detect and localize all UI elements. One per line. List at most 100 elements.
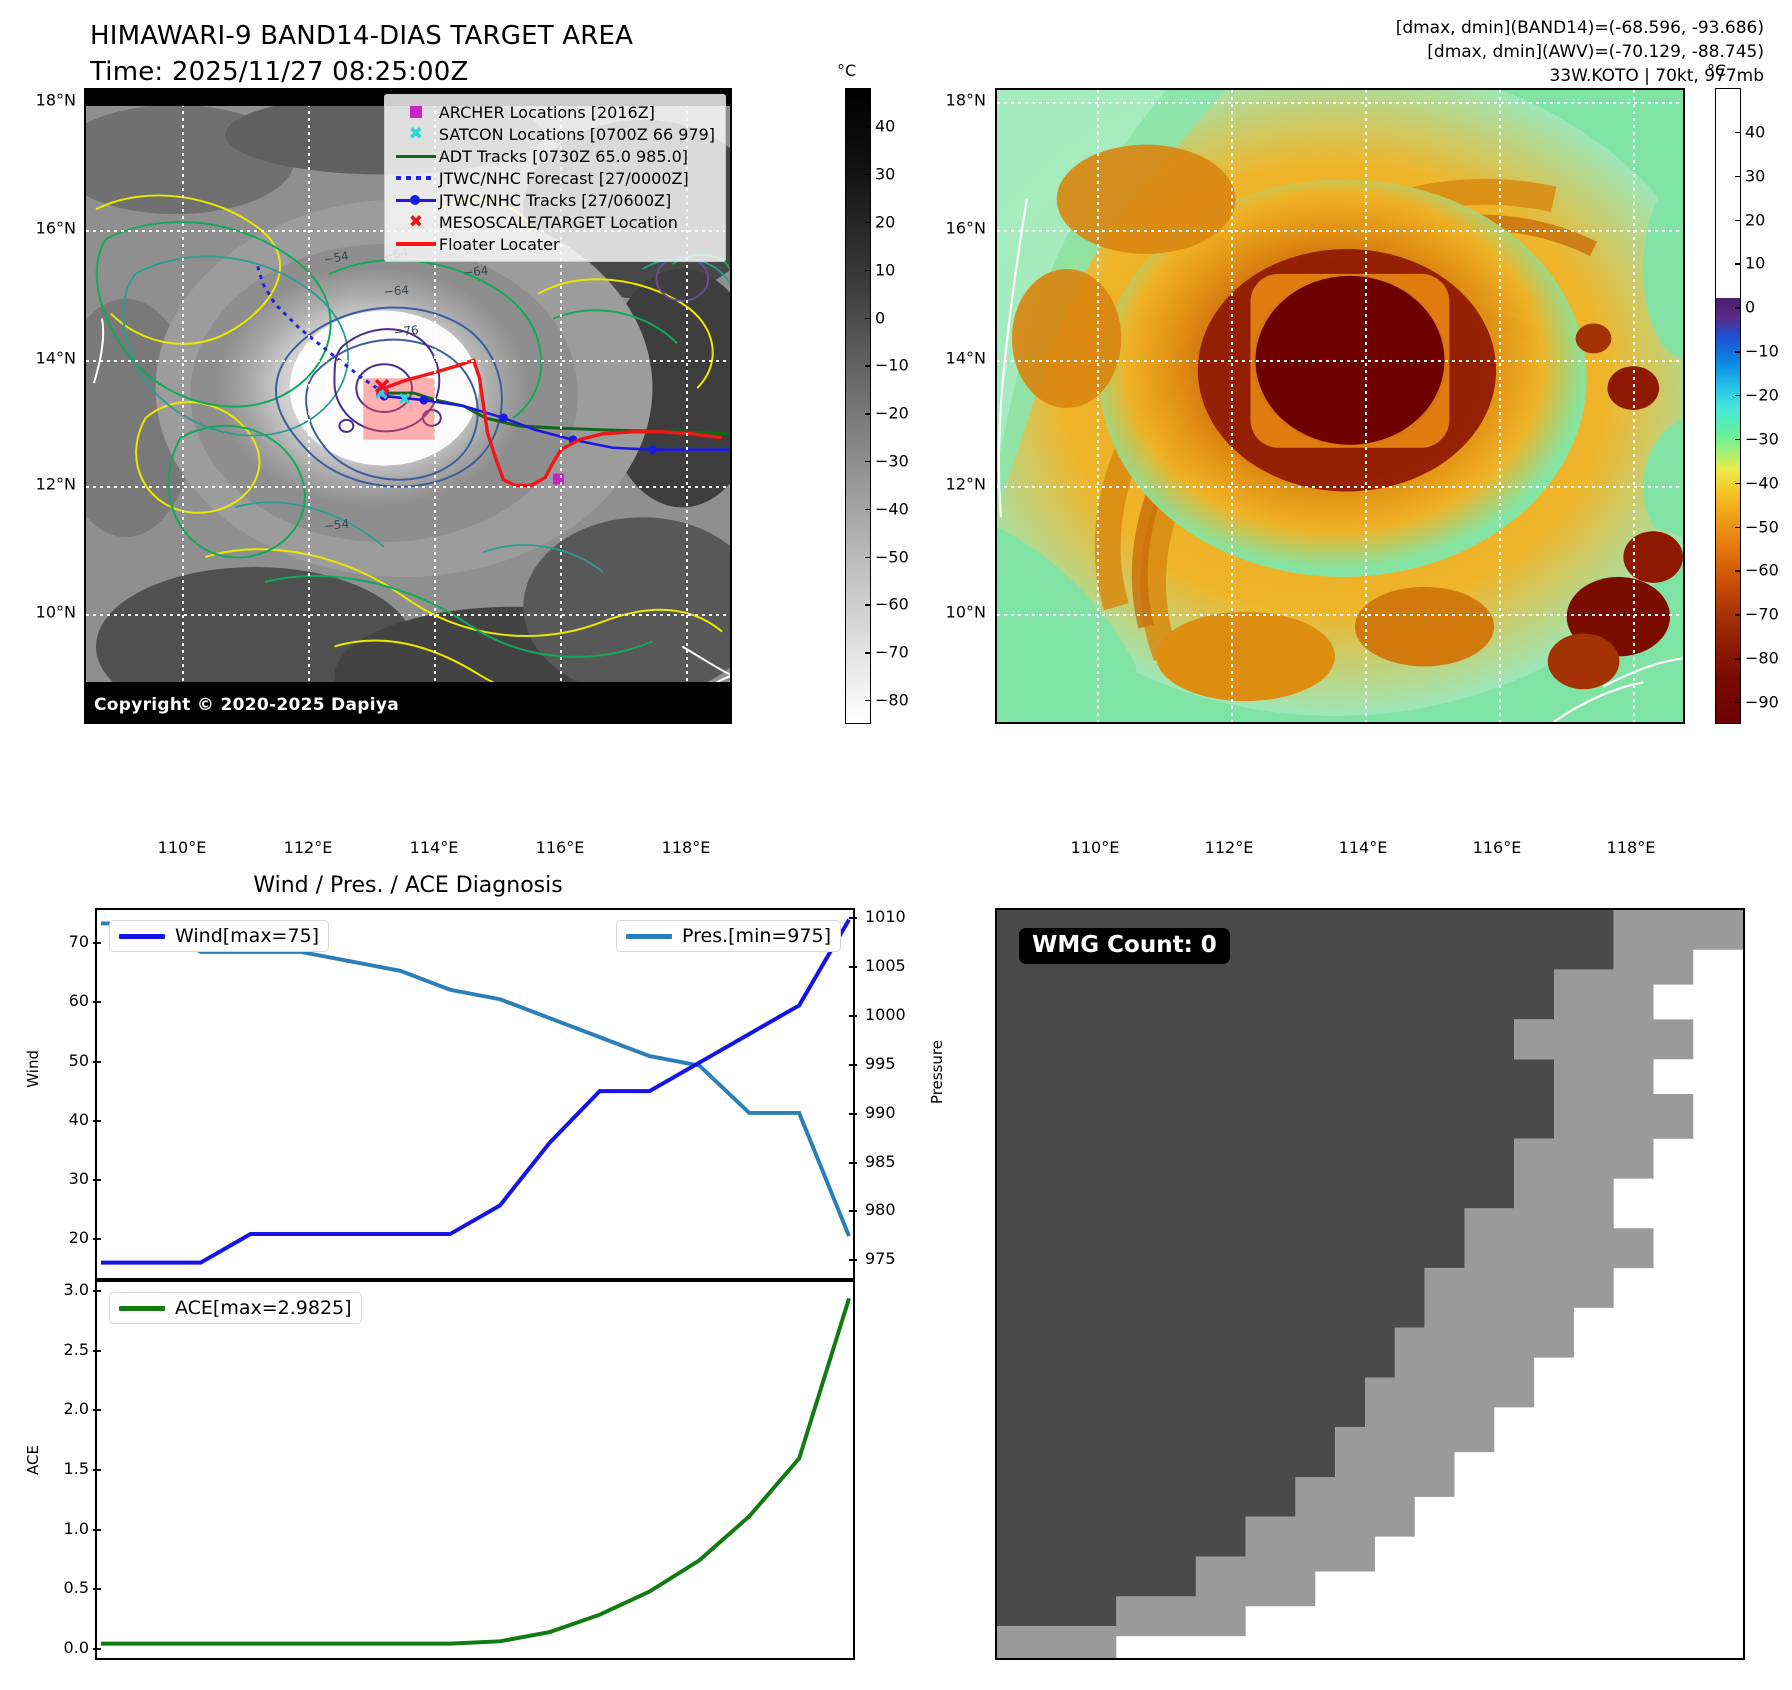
awv-grid-lon-116	[1499, 90, 1501, 722]
pressure-axis-tick-label: 975	[865, 1249, 896, 1269]
awv-ytick-18n: 18°N	[945, 90, 986, 110]
awv-xtick-112e: 112°E	[1204, 838, 1254, 857]
ace-axis-tick-label: 0.0	[63, 1638, 89, 1658]
ir-colorbar-tickmark	[865, 700, 871, 702]
page-title: HIMAWARI-9 BAND14-DIAS TARGET AREA	[90, 21, 634, 51]
awv-enhanced-map-panel[interactable]	[995, 88, 1685, 724]
legend-label-satcon: SATCON Locations [0700Z 66 979]	[438, 124, 715, 144]
wind-pressure-chart-panel[interactable]: Wind[max=75] Pres.[min=975]	[95, 908, 855, 1280]
ace-line-icon	[119, 1305, 165, 1311]
ace-axis-tickmark	[93, 1588, 101, 1591]
wind-axis-tickmark	[93, 1237, 101, 1240]
grid-line-lon-114	[434, 90, 436, 722]
awv-colorbar-tickmark	[1735, 702, 1741, 704]
pressure-axis-tick-label: 980	[865, 1200, 896, 1220]
ace-axis-tick-label: 0.5	[63, 1578, 89, 1598]
ir-colorbar-gradient	[845, 88, 871, 724]
wind-axis-tickmark	[93, 1060, 101, 1063]
ir-colorbar-tickmark	[865, 556, 871, 559]
ir-colorbar-tickmark	[865, 508, 871, 511]
awv-grid-lat-10	[997, 614, 1683, 616]
pressure-axis-tickmark	[849, 1063, 857, 1066]
legend-item-jtwc-tracks[interactable]: JTWC/NHC Tracks [27/0600Z]	[393, 189, 715, 211]
ir-ytick-16n: 16°N	[35, 218, 76, 238]
legend-item-mesoscale[interactable]: ✖ MESOSCALE/TARGET Location	[393, 211, 715, 233]
legend-item-adt-tracks[interactable]: ADT Tracks [0730Z 65.0 985.0]	[393, 145, 715, 167]
awv-colorbar-tick-label: −30	[1745, 429, 1779, 449]
ace-axis-tick-label: 2.0	[63, 1399, 89, 1419]
grid-line-lat-10	[86, 614, 730, 616]
pressure-axis-tick-label: 995	[865, 1053, 896, 1073]
pressure-legend[interactable]: Pres.[min=975]	[616, 920, 841, 952]
cyan-x-marker-icon: ✖	[408, 123, 423, 144]
ir-xtick-116e: 116°E	[535, 838, 585, 857]
awv-grid-lon-118	[1633, 90, 1635, 722]
pressure-axis-tickmark	[849, 1161, 857, 1164]
grid-line-lat-12	[86, 486, 730, 488]
wind-axis-tickmark	[93, 1178, 101, 1181]
awv-colorbar-tick-label: 10	[1745, 253, 1766, 273]
grid-line-lon-118	[686, 90, 688, 722]
legend-label-forecast: JTWC/NHC Forecast [27/0000Z]	[438, 168, 689, 188]
red-line-icon	[393, 242, 439, 246]
page-timestamp: Time: 2025/11/27 08:25:00Z	[90, 57, 469, 87]
ir-ytick-10n: 10°N	[35, 602, 76, 622]
wind-line-icon	[119, 933, 165, 939]
bottom-black-band	[86, 682, 730, 722]
awv-grid-lat-16	[997, 230, 1683, 232]
ace-axis-tick-label: 3.0	[63, 1279, 89, 1299]
ace-chart-panel[interactable]: ACE[max=2.9825]	[95, 1280, 855, 1660]
wind-axis-tick-label: 30	[68, 1168, 89, 1188]
pressure-axis-tickmark	[849, 965, 857, 968]
ir-colorbar-tick-label: 0	[875, 308, 886, 328]
legend-item-archer[interactable]: ARCHER Locations [2016Z]	[393, 101, 715, 123]
ace-axis-tick-label: 1.0	[63, 1518, 89, 1538]
ace-axis-tickmark	[93, 1648, 101, 1651]
wind-axis-tickmark	[93, 1001, 101, 1004]
awv-xtick-110e: 110°E	[1070, 838, 1120, 857]
awv-ytick-16n: 16°N	[945, 218, 986, 238]
ir-colorbar-tick-label: 10	[875, 260, 896, 280]
pressure-axis-tick-label: 1010	[865, 906, 906, 926]
ir-colorbar: °C 40 30 20 10 0 −10 −20 −30 −40 −50 −60 −70 −80	[837, 61, 955, 724]
ir-colorbar-tickmark	[865, 269, 871, 272]
ir-colorbar-tick-label: −40	[875, 499, 909, 519]
wind-legend[interactable]: Wind[max=75]	[109, 920, 330, 952]
ir-colorbar-tick-label: −60	[875, 594, 909, 614]
wind-axis-tick-label: 70	[68, 932, 89, 952]
legend-item-jtwc-forecast[interactable]: JTWC/NHC Forecast [27/0000Z]	[393, 167, 715, 189]
legend-item-floater[interactable]: Floater Locater	[393, 233, 715, 255]
page-title-block: HIMAWARI-9 BAND14-DIAS TARGET AREA Time:…	[90, 18, 633, 90]
awv-colorbar-tickmark	[1735, 307, 1741, 309]
awv-grid-lat-14	[997, 360, 1683, 362]
awv-colorbar-tickmark	[1735, 131, 1741, 134]
ace-axis-tickmark	[93, 1289, 101, 1292]
awv-grid-lon-112	[1231, 90, 1233, 722]
ace-legend[interactable]: ACE[max=2.9825]	[109, 1292, 362, 1324]
ir-band14-map-panel[interactable]: −54 −64 −64 −64 −76 −54	[84, 88, 732, 724]
blue-line-with-dot-icon	[393, 195, 439, 205]
ace-axis-tickmark	[93, 1528, 101, 1531]
ir-xtick-114e: 114°E	[409, 838, 459, 857]
legend-item-satcon[interactable]: ✖ SATCON Locations [0700Z 66 979]	[393, 123, 715, 145]
ir-colorbar-tick-label: 20	[875, 212, 896, 232]
ir-xtick-110e: 110°E	[157, 838, 207, 857]
dmax-awv-text: [dmax, dmin](AWV)=(-70.129, -88.745)	[1427, 42, 1764, 62]
awv-map-image	[997, 90, 1683, 722]
ir-colorbar-tickmark	[865, 460, 871, 463]
awv-colorbar-tick-label: −90	[1745, 692, 1779, 712]
green-line-icon	[393, 154, 439, 158]
ace-axis-tick-label: 2.5	[63, 1339, 89, 1359]
awv-colorbar-tickmark	[1735, 614, 1741, 616]
awv-colorbar-tickmark	[1735, 263, 1741, 265]
awv-grid-lon-114	[1365, 90, 1367, 722]
awv-colorbar-tickmark	[1735, 395, 1741, 397]
awv-colorbar-tick-label: −80	[1745, 648, 1779, 668]
awv-ytick-12n: 12°N	[945, 474, 986, 494]
wmg-map-panel[interactable]: WMG Count: 0	[995, 908, 1745, 1660]
awv-colorbar-unit: °C	[1707, 61, 1727, 80]
ir-colorbar-tick-label: −80	[875, 690, 909, 710]
pressure-axis-tickmark	[849, 1259, 857, 1262]
ir-ytick-12n: 12°N	[35, 474, 76, 494]
